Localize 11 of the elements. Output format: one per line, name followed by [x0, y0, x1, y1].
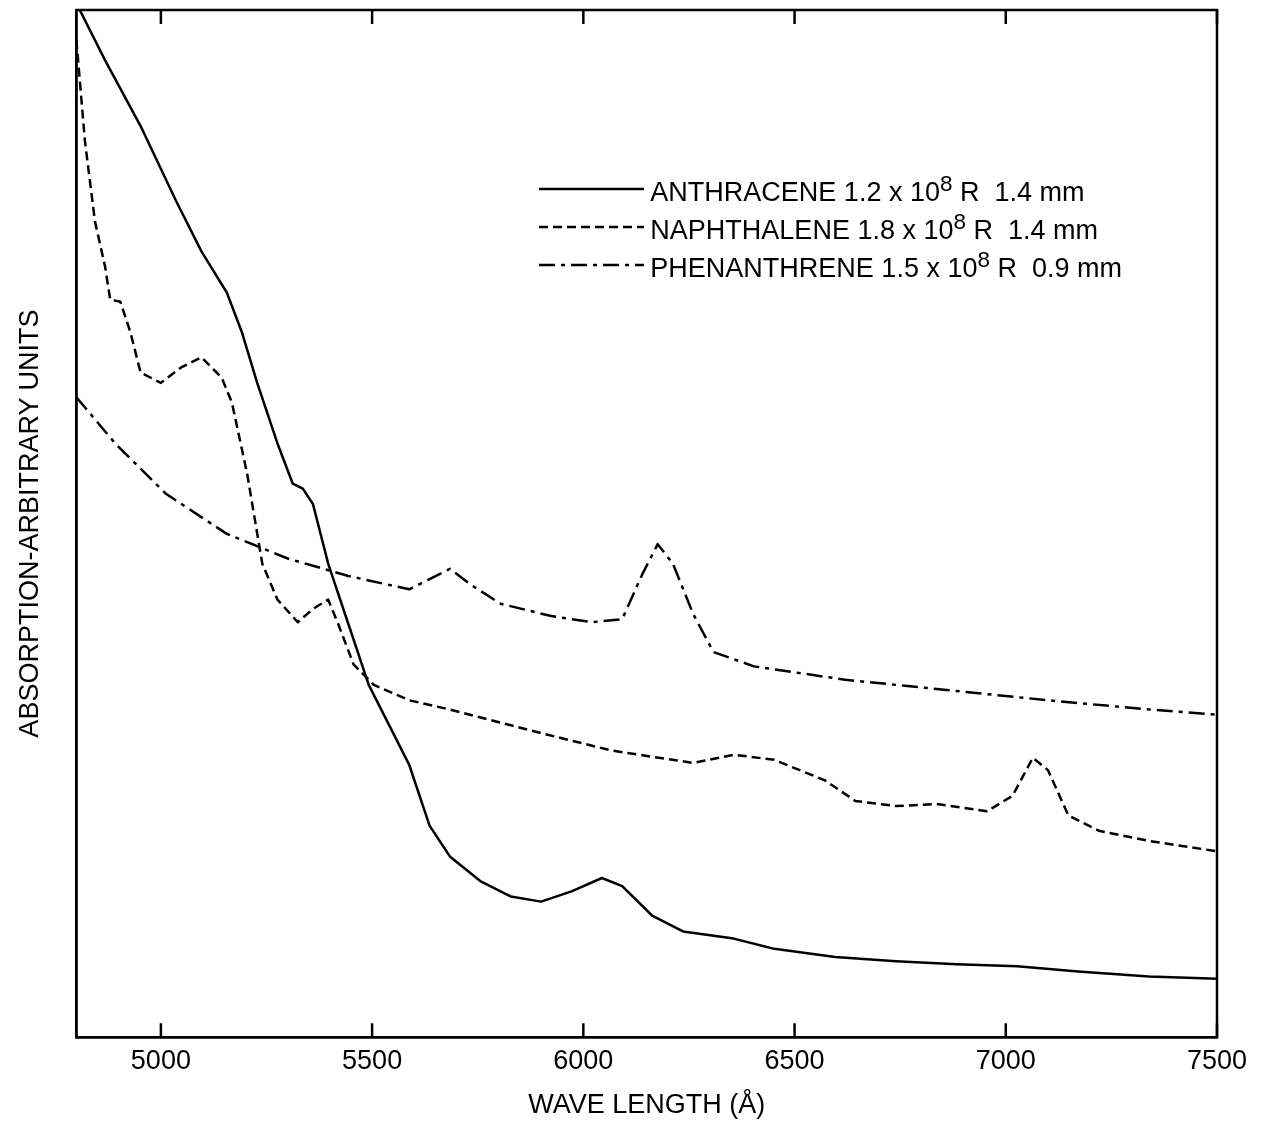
y-axis-title: ABSORPTION-ARBITRARY UNITS: [13, 309, 44, 738]
x-tick-label: 6500: [764, 1044, 825, 1075]
x-tick-label: 6000: [553, 1044, 614, 1075]
x-tick-label: 5000: [130, 1044, 191, 1075]
x-axis-title: WAVE LENGTH (Å): [528, 1088, 766, 1120]
legend-label: PHENANTHRENE 1.5 x 10$^{8}$ R 0.9 mm: [650, 246, 1122, 284]
legend-label: NAPHTHALENE 1.8 x 10$^{8}$ R 1.4 mm: [650, 208, 1099, 246]
x-tick-label: 7000: [975, 1044, 1036, 1075]
legend-label: ANTHRACENE 1.2 x 10$^{8}$ R 1.4 mm: [650, 170, 1085, 208]
x-tick-label: 7500: [1186, 1044, 1248, 1075]
x-tick-label: 5500: [342, 1044, 403, 1075]
